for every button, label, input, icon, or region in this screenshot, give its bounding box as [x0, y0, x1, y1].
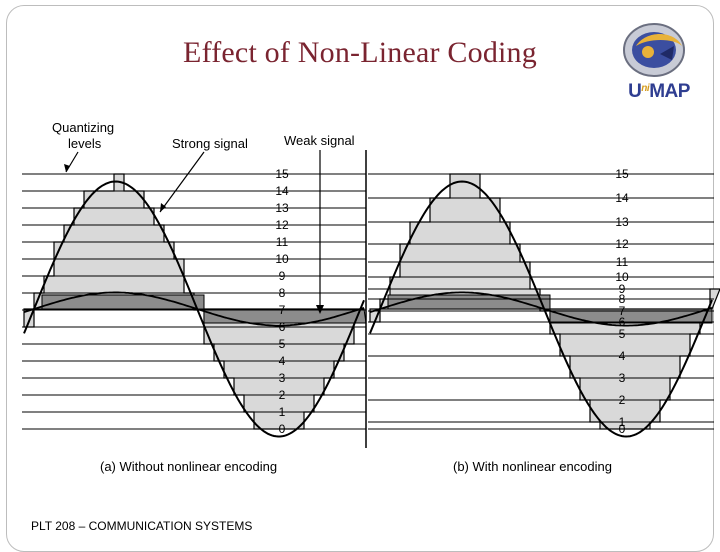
panel-a-level-label: 15 — [275, 167, 289, 181]
panel-b-level-label: 4 — [619, 349, 626, 363]
strong-signal-arrow — [159, 151, 205, 213]
panel-b-weak-signal-curve — [369, 291, 713, 327]
panel-a-strong-signal-curve — [23, 180, 365, 438]
panel-a-level-label: 12 — [275, 218, 289, 232]
panel-a-level-label: 4 — [279, 354, 286, 368]
panel-a-level-label: 2 — [279, 388, 286, 402]
weak-signal-label: Weak signal — [284, 133, 355, 148]
panel-a-level-label: 13 — [275, 201, 289, 215]
unimap-emblem-icon — [623, 23, 685, 77]
slide-footer: PLT 208 – COMMUNICATION SYSTEMS — [31, 519, 253, 533]
panel-b-level-label: 15 — [615, 167, 629, 181]
panel-b-level-label: 2 — [619, 393, 626, 407]
panel-a-level-label: 14 — [275, 184, 289, 198]
weak-signal-arrowhead — [316, 305, 324, 314]
panel-b-level-label: 1 — [619, 415, 626, 429]
caption-a: (a) Without nonlinear encoding — [100, 459, 277, 474]
panel-a-level-label: 7 — [279, 303, 286, 317]
panel-a-level-label: 3 — [279, 371, 286, 385]
panel-b-strong-signal-curve — [369, 180, 713, 438]
panel-b-level-label: 8 — [619, 292, 626, 306]
panel-b-level-label: 14 — [615, 191, 629, 205]
panel-b-level-label: 0 — [619, 422, 626, 436]
panel-a-level-label: 9 — [279, 269, 286, 283]
panel-b-level-label: 3 — [619, 371, 626, 385]
panel-a-level-label: 10 — [275, 252, 289, 266]
panel-b-weak-staircase — [370, 294, 713, 324]
panel-a-level-label: 8 — [279, 286, 286, 300]
slide-title: Effect of Non-Linear Coding — [183, 36, 537, 69]
panel-a-level-label: 5 — [279, 337, 286, 351]
panel-a-level-label: 6 — [279, 320, 286, 334]
caption-b: (b) With nonlinear encoding — [453, 459, 612, 474]
logo-text: UniMAP — [628, 81, 690, 102]
strong-signal-arrowhead — [160, 203, 166, 212]
panel-b-level-label: 9 — [619, 282, 626, 296]
quantizing-label-line2: levels — [68, 136, 102, 151]
panel-a-level-label: 0 — [279, 422, 286, 436]
panel-b-level-label: 10 — [615, 270, 629, 284]
panel-b-level-label: 5 — [619, 327, 626, 341]
panel-b-level-label: 11 — [616, 255, 629, 269]
quantizing-label-line1: Quantizing — [52, 120, 114, 135]
panel-a-level-label: 1 — [279, 405, 286, 419]
panel-a-weak-signal-curve — [23, 291, 365, 327]
panel-b-level-label: 7 — [619, 304, 626, 318]
panel-b-level-label: 12 — [615, 237, 629, 251]
strong-signal-label: Strong signal — [172, 136, 248, 151]
panel-b-level-label: 13 — [615, 215, 629, 229]
quantizing-arrowhead — [64, 164, 70, 172]
panel-b-level-label: 6 — [619, 315, 626, 329]
panel-a-level-label: 11 — [276, 235, 289, 249]
